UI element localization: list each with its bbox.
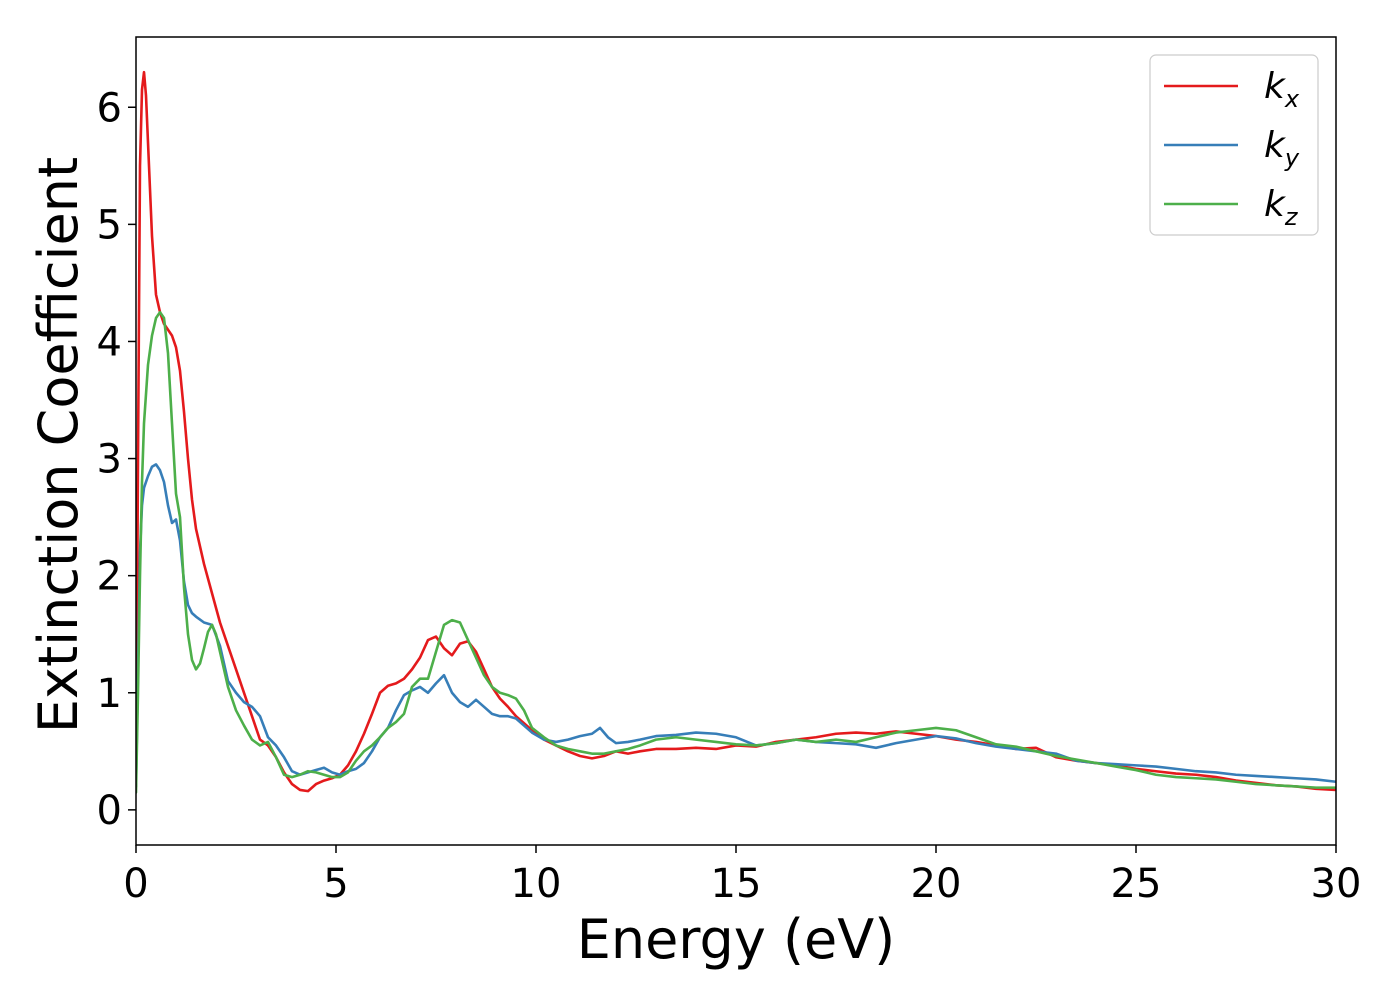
x-tick-label: 10 [511, 861, 562, 907]
y-tick-label: 4 [97, 319, 122, 365]
x-tick-label: 30 [1311, 861, 1362, 907]
x-tick-label: 25 [1111, 861, 1162, 907]
y-tick-label: 3 [97, 437, 122, 483]
x-tick-label: 0 [123, 861, 148, 907]
y-tick-label: 1 [97, 671, 122, 717]
x-axis-label: Energy (eV) [577, 908, 896, 971]
x-tick-label: 15 [711, 861, 762, 907]
x-tick-label: 20 [911, 861, 962, 907]
series-layer [136, 70, 1336, 794]
y-tick-label: 5 [97, 202, 122, 248]
y-axis-ticks: 0 1 2 3 4 5 6 [97, 85, 136, 834]
y-tick-label: 2 [97, 554, 122, 600]
series-line-kz [136, 310, 1336, 794]
y-tick-label: 0 [97, 788, 122, 834]
legend-label: kz [1264, 184, 1299, 231]
x-axis-ticks: 0 5 10 15 20 25 30 [123, 845, 1361, 907]
x-tick-label: 5 [323, 861, 348, 907]
legend: kx ky kz [1149, 54, 1319, 236]
series-line-ky [136, 463, 1336, 788]
y-tick-label: 6 [97, 85, 122, 131]
y-axis-label: Extinction Coefficient [27, 157, 90, 733]
legend-label: ky [1264, 125, 1300, 172]
legend-label: kx [1264, 66, 1300, 113]
